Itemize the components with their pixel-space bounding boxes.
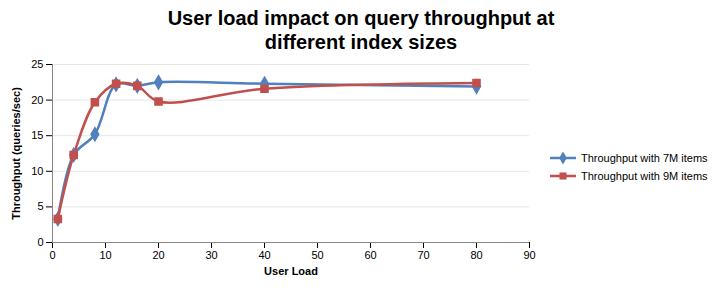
- html-text:Throughput with 7M items: Throughput with 7M items: [581, 152, 708, 164]
- svg-text:80: 80: [470, 249, 482, 261]
- html-text:Throughput with 9M items: Throughput with 9M items: [581, 170, 708, 182]
- svg-text:90: 90: [523, 249, 535, 261]
- svg-text:15: 15: [31, 129, 43, 141]
- svg-text:50: 50: [311, 249, 323, 261]
- svg-text:10: 10: [99, 249, 111, 261]
- svg-text:25: 25: [31, 58, 43, 70]
- svg-text:30: 30: [205, 249, 217, 261]
- svg-text:20: 20: [152, 249, 164, 261]
- svg-text:User Load: User Load: [264, 265, 318, 277]
- svg-text:60: 60: [364, 249, 376, 261]
- svg-text:Throughput (queries/sec): Throughput (queries/sec): [10, 87, 22, 220]
- svg-text:20: 20: [31, 94, 43, 106]
- svg-text:40: 40: [258, 249, 270, 261]
- svg-text:10: 10: [31, 165, 43, 177]
- svg-text:5: 5: [37, 200, 43, 212]
- svg-text:0: 0: [37, 236, 43, 248]
- svg-text:70: 70: [417, 249, 429, 261]
- svg-text:0: 0: [49, 249, 55, 261]
- html-text:User load impact on query thro: User load impact on query throughput at …: [167, 7, 555, 53]
